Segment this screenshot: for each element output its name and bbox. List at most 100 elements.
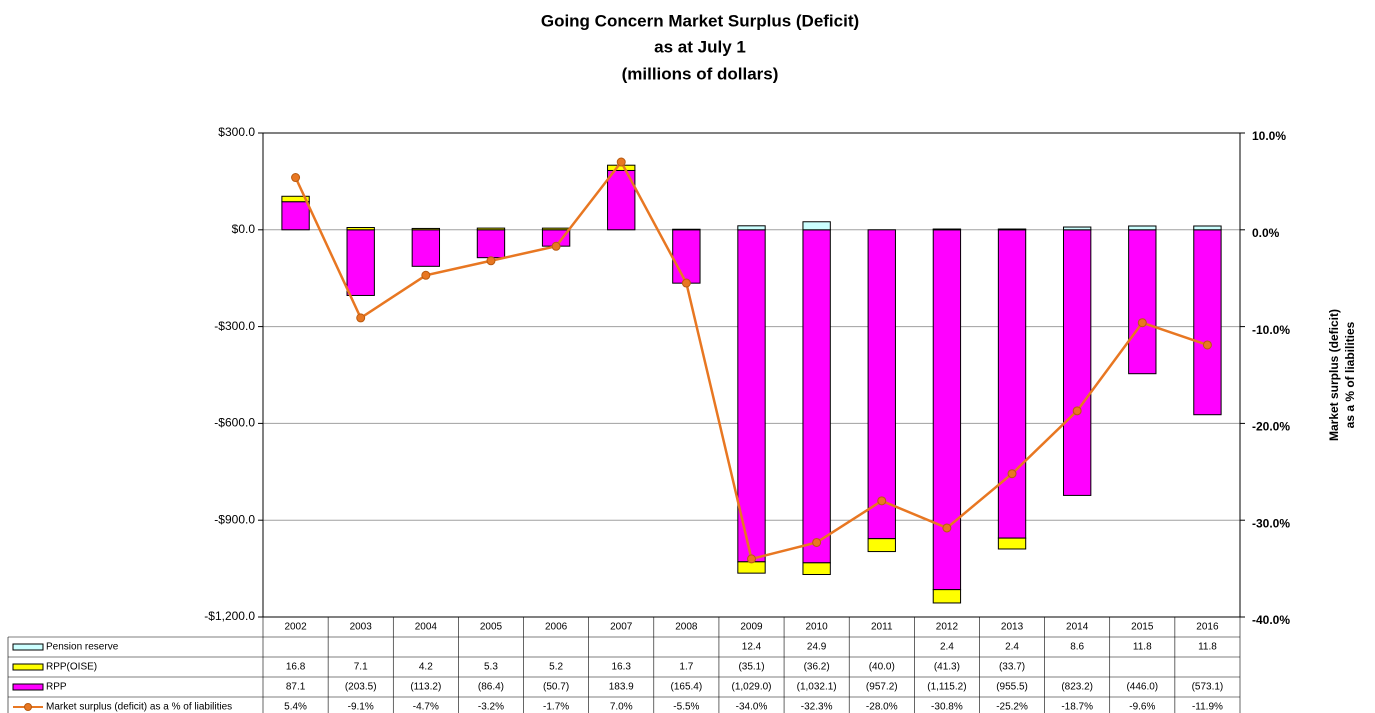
table-value: -5.5% xyxy=(673,702,699,713)
table-value: (36.2) xyxy=(804,662,830,673)
table-value: 2.4 xyxy=(940,642,954,653)
y2-tick-label: -20.0% xyxy=(1252,420,1290,434)
table-value: -30.8% xyxy=(931,702,963,713)
table-value: -32.3% xyxy=(801,702,833,713)
chart-title: Going Concern Market Surplus (Deficit) xyxy=(541,11,859,30)
bar xyxy=(997,229,1027,539)
table-value: -11.9% xyxy=(1192,702,1223,713)
table-value: (35.1) xyxy=(738,662,764,673)
point xyxy=(616,157,626,167)
bar xyxy=(932,589,962,604)
point xyxy=(812,537,822,547)
point xyxy=(942,523,952,533)
bar xyxy=(1128,225,1157,231)
table-value: 7.0% xyxy=(610,702,633,713)
point xyxy=(1007,469,1017,479)
y2-axis-label: Market surplus (deficit) xyxy=(1327,309,1341,441)
point xyxy=(421,270,431,280)
legend-swatch xyxy=(12,683,44,691)
table-value: 7.1 xyxy=(354,662,368,673)
bar xyxy=(281,195,310,203)
bar xyxy=(476,227,506,231)
table-value: 87.1 xyxy=(286,682,306,693)
table-value: -9.6% xyxy=(1129,702,1155,713)
x-tick-label: 2006 xyxy=(545,622,568,633)
table-value: (573.1) xyxy=(1192,682,1224,693)
table-value: -25.2% xyxy=(996,702,1028,713)
bar xyxy=(541,227,571,231)
table-value: (1,115.2) xyxy=(927,682,966,693)
bar xyxy=(1062,226,1092,231)
bar xyxy=(1128,229,1157,375)
bar xyxy=(737,229,766,563)
bar xyxy=(1062,229,1092,496)
bar xyxy=(346,229,375,296)
x-tick-label: 2010 xyxy=(806,622,829,633)
table-value: 16.8 xyxy=(286,662,306,673)
x-tick-label: 2013 xyxy=(1001,622,1024,633)
legend-label: Market surplus (deficit) as a % of liabi… xyxy=(46,702,232,713)
chart-title: as at July 1 xyxy=(654,37,746,56)
x-tick-label: 2009 xyxy=(740,622,763,633)
point xyxy=(356,313,366,323)
table-value: 4.2 xyxy=(419,662,433,673)
table-value: 2.4 xyxy=(1005,642,1019,653)
table-value: (41.3) xyxy=(934,662,960,673)
bar xyxy=(737,225,766,231)
bar xyxy=(411,227,441,231)
x-tick-label: 2002 xyxy=(284,622,307,633)
x-tick-label: 2004 xyxy=(415,622,438,633)
table-value: -4.7% xyxy=(413,702,439,713)
x-tick-label: 2016 xyxy=(1196,622,1219,633)
table-value: 11.8 xyxy=(1198,642,1217,653)
table-value: (165.4) xyxy=(671,682,703,693)
table-value: 5.2 xyxy=(549,662,563,673)
bar xyxy=(867,538,896,553)
point xyxy=(1137,318,1147,328)
table-value: (203.5) xyxy=(345,682,377,693)
x-tick-label: 2015 xyxy=(1131,622,1154,633)
table-value: (955.5) xyxy=(996,682,1028,693)
point xyxy=(291,173,301,183)
point xyxy=(681,278,691,288)
bar xyxy=(932,229,962,591)
bar xyxy=(476,229,506,259)
table-value: -28.0% xyxy=(866,702,898,713)
y-tick-label: $300.0 xyxy=(218,125,255,139)
bar xyxy=(281,201,310,231)
y2-tick-label: -10.0% xyxy=(1252,323,1290,337)
legend-label: Pension reserve xyxy=(46,642,119,653)
bar xyxy=(802,229,831,564)
point xyxy=(747,554,756,564)
bar xyxy=(1193,225,1222,231)
x-tick-label: 2011 xyxy=(871,622,893,633)
table-value: (40.0) xyxy=(869,662,895,673)
bar xyxy=(737,561,766,574)
bar xyxy=(997,537,1027,550)
legend-label: RPP(OISE) xyxy=(46,662,97,673)
table-value: (957.2) xyxy=(866,682,898,693)
x-tick-label: 2008 xyxy=(675,622,698,633)
bar xyxy=(932,228,962,231)
bar xyxy=(997,228,1027,231)
bar xyxy=(346,227,375,231)
point xyxy=(1072,406,1082,416)
point xyxy=(1202,340,1212,350)
y2-tick-label: -30.0% xyxy=(1252,516,1290,530)
bar xyxy=(672,228,701,231)
x-tick-label: 2003 xyxy=(350,622,373,633)
table-value: (50.7) xyxy=(543,682,569,693)
y-tick-label: -$900.0 xyxy=(214,512,255,526)
table-value: -34.0% xyxy=(736,702,768,713)
y-tick-label: -$1,200.0 xyxy=(204,609,255,623)
table-value: (1,032.1) xyxy=(797,682,837,693)
point xyxy=(877,496,887,506)
x-tick-label: 2005 xyxy=(480,622,503,633)
table-value: 12.4 xyxy=(742,642,762,653)
table-value: -3.2% xyxy=(478,702,504,713)
point xyxy=(486,256,496,266)
table-value: (86.4) xyxy=(478,682,504,693)
table-value: 11.8 xyxy=(1133,642,1152,653)
legend-swatch xyxy=(24,703,32,711)
